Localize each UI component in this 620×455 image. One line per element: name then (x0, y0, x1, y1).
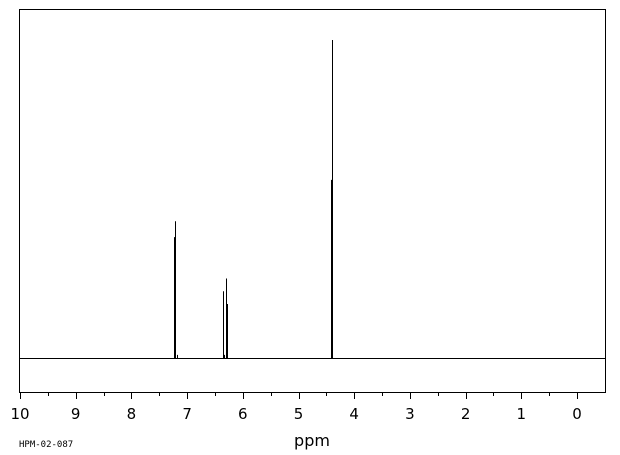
tick-label-0: 10 (10, 405, 29, 423)
tick-label-4: 6 (238, 405, 248, 423)
tick-label-8: 2 (461, 405, 471, 423)
x-axis-ticks (20, 392, 578, 399)
x-axis-title: ppm (294, 431, 330, 450)
tick-label-3: 7 (182, 405, 192, 423)
tick-label-5: 5 (294, 405, 304, 423)
peak-group (174, 40, 333, 358)
tick-label-9: 1 (517, 405, 527, 423)
sample-code-label: HPM-02-087 (19, 440, 73, 450)
tick-label-7: 3 (405, 405, 415, 423)
tick-label-1: 9 (71, 405, 81, 423)
tick-label-6: 4 (349, 405, 359, 423)
x-axis-tick-labels: 10 9 8 7 6 5 4 3 2 1 0 (10, 405, 581, 423)
tick-label-10: 0 (572, 405, 582, 423)
plot-frame (19, 9, 606, 393)
tick-label-2: 8 (127, 405, 137, 423)
